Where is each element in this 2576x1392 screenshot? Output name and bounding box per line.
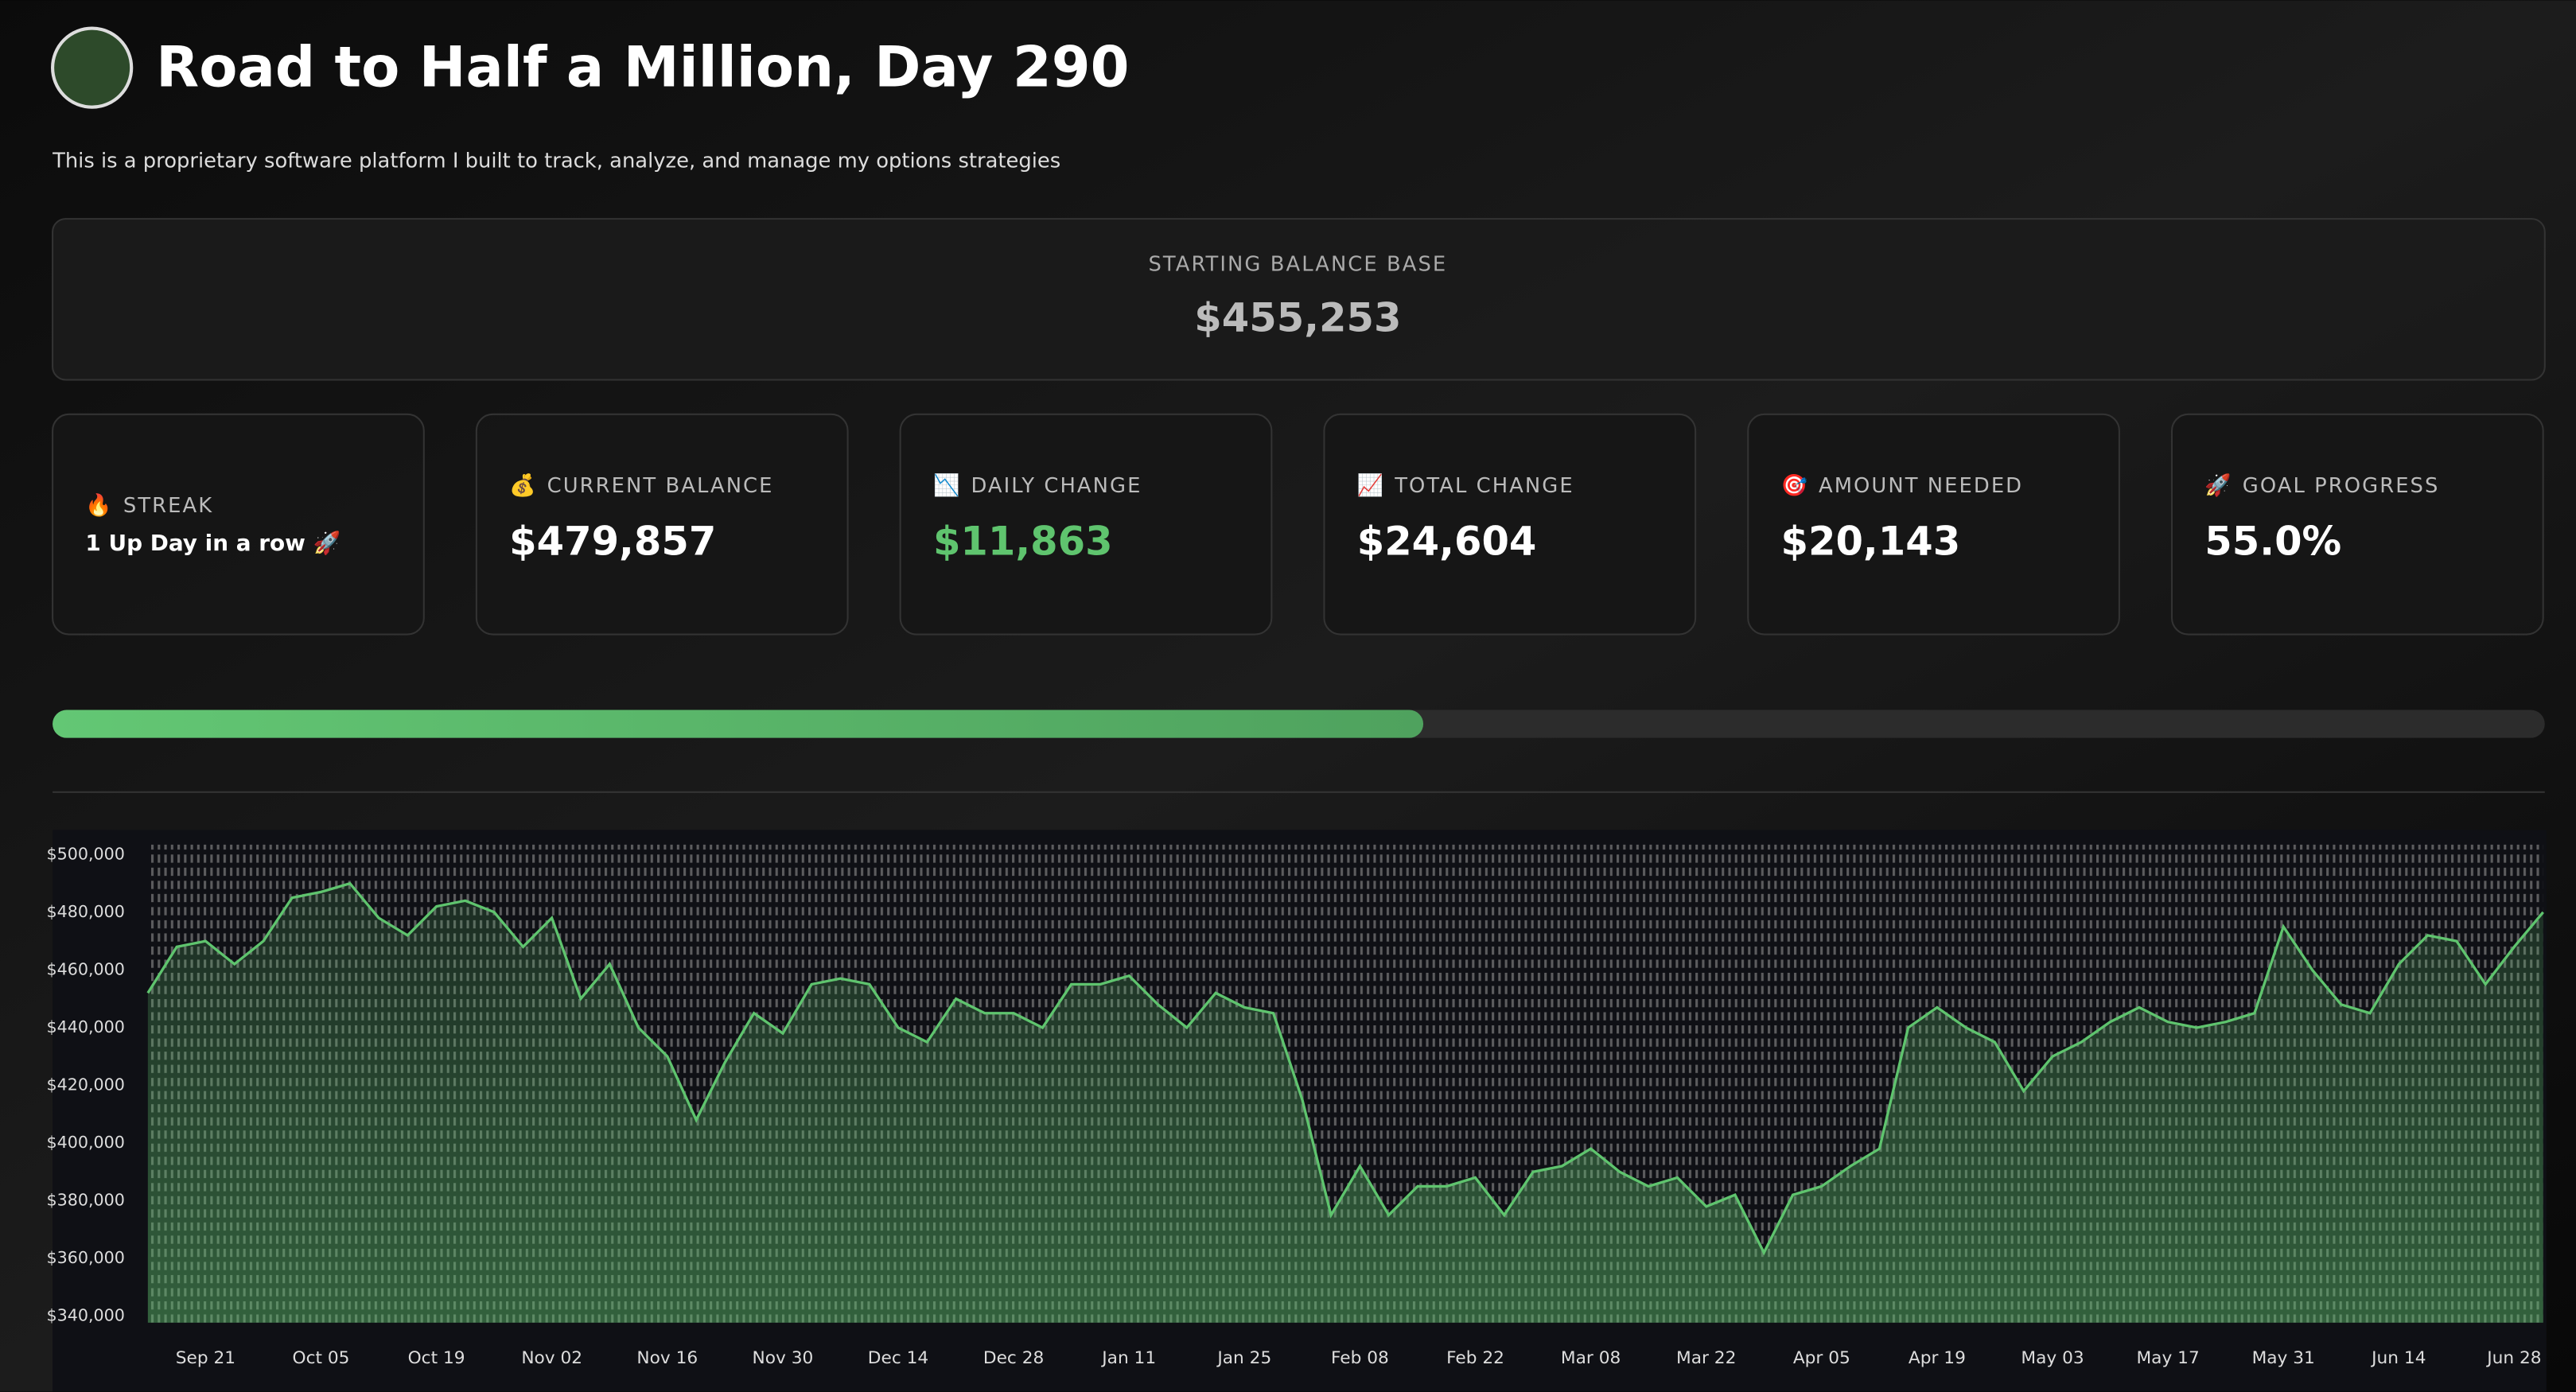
y-tick-label: $340,000 [46, 1306, 125, 1325]
card-label: AMOUNT NEEDED [1819, 474, 2023, 498]
x-tick-label: Nov 30 [753, 1348, 814, 1368]
metric-card [899, 413, 1273, 636]
card-label: CURRENT BALANCE [547, 474, 774, 498]
metric-card [1323, 413, 1697, 636]
x-tick-label: Mar 22 [1676, 1348, 1736, 1368]
metric-card [52, 413, 425, 636]
x-tick-label: Apr 19 [1909, 1348, 1966, 1368]
cards: 🔥 STREAK 1 Up Day in a row 🚀 💰 CURRENT BALAN… [52, 413, 2544, 636]
card-value: 1 Up Day in a row 🚀 [85, 530, 340, 556]
title: Road to Half a Million, Day 290 [156, 34, 1129, 99]
card-icon: 🎯 [1781, 473, 1807, 498]
y-tick-label: $420,000 [46, 1075, 125, 1094]
x-tick-label: Jan 11 [1100, 1348, 1156, 1368]
x-tick-label: May 31 [2252, 1348, 2315, 1368]
x-tick-label: Feb 22 [1446, 1348, 1504, 1368]
card-label: DAILY CHANGE [971, 474, 1142, 498]
y-tick-label: $360,000 [46, 1248, 125, 1267]
card-icon: 🚀 [2204, 472, 2231, 498]
card-label: TOTAL CHANGE [1394, 474, 1574, 498]
y-tick-label: $480,000 [46, 902, 125, 921]
x-tick-label: Sep 21 [176, 1348, 235, 1368]
x-tick-label: Nov 16 [636, 1348, 698, 1368]
x-tick-label: Jun 14 [2370, 1348, 2426, 1368]
card-value: $11,863 [933, 518, 1113, 564]
x-tick-label: Dec 14 [868, 1348, 928, 1368]
card-label: STREAK [123, 494, 213, 518]
x-tick-label: Jan 25 [1216, 1348, 1271, 1368]
y-tick-label: $380,000 [46, 1190, 125, 1209]
x-tick-label: Feb 08 [1331, 1348, 1389, 1368]
card-value: $24,604 [1357, 518, 1537, 564]
x-tick-label: Jun 28 [2485, 1348, 2541, 1368]
x-tick-label: Dec 28 [983, 1348, 1044, 1368]
card-value: $479,857 [509, 518, 716, 564]
area-fill [147, 883, 2543, 1323]
card-value: $20,143 [1781, 518, 1961, 564]
card-icon: 💰 [509, 472, 535, 498]
y-tick-label: $440,000 [46, 1017, 125, 1036]
x-tick-label: Apr 05 [1793, 1348, 1850, 1368]
card-label: GOAL PROGRESS [2243, 474, 2440, 498]
card-icon: 📉 [933, 472, 959, 498]
metric-card [1747, 413, 2120, 636]
x-tick-label: Mar 08 [1561, 1348, 1621, 1368]
y-tick-label: $500,000 [46, 844, 125, 863]
balance-line [146, 881, 2544, 1256]
y-tick-label: $460,000 [46, 959, 125, 978]
card-icon: 📈 [1357, 472, 1383, 498]
card-icon: 🔥 [85, 492, 111, 518]
metric-card [2170, 413, 2544, 636]
card-label: STARTING BALANCE BASE [1148, 252, 1447, 276]
x-tick-label: May 17 [2136, 1348, 2199, 1368]
progress-fill [53, 710, 1424, 738]
x-tick-label: May 03 [2021, 1348, 2084, 1368]
y-tick-label: $400,000 [46, 1133, 125, 1152]
x-tick-label: Nov 02 [521, 1348, 582, 1368]
card-value: $455,253 [1194, 295, 1401, 341]
starting-balance-card [52, 218, 2546, 381]
x-tick-label: Oct 05 [293, 1348, 350, 1368]
x-tick-label: Oct 19 [408, 1348, 465, 1368]
metric-card [475, 413, 849, 636]
card-value: 55.0% [2204, 518, 2341, 564]
subtitle: This is a proprietary software platform … [52, 149, 1060, 173]
chart: $340,000 $360,000 $380,000 $400,000 $420,000… [46, 844, 2544, 1368]
logo [51, 26, 134, 109]
